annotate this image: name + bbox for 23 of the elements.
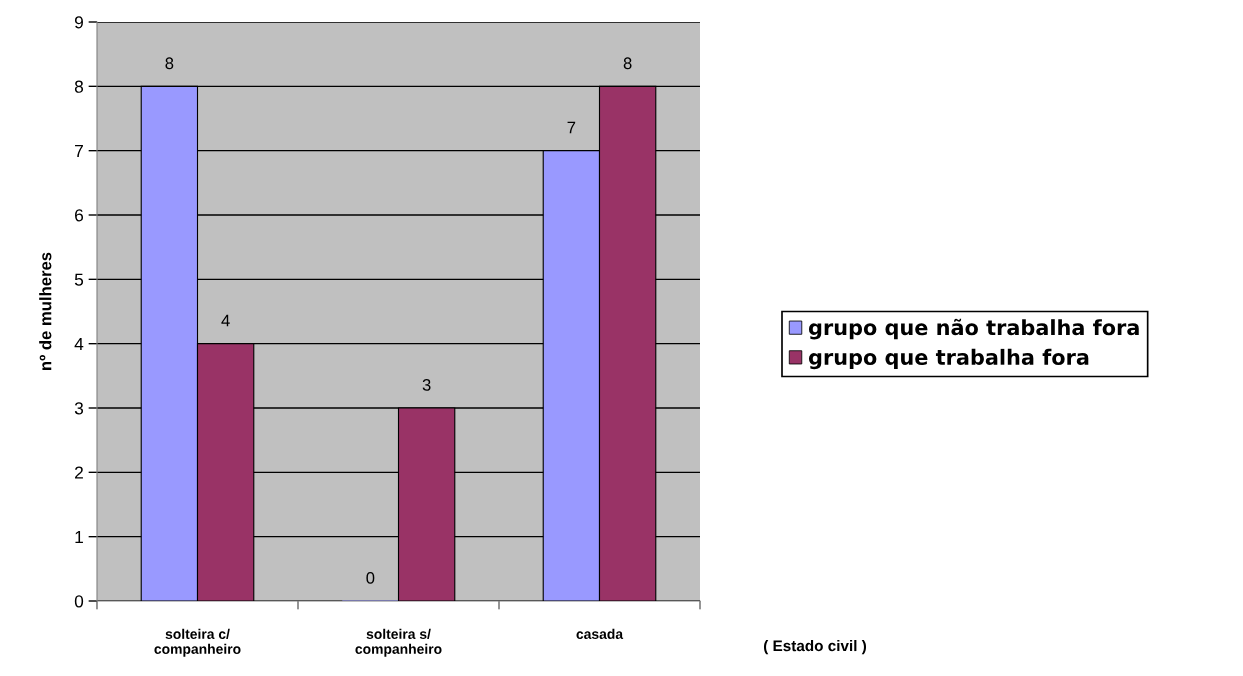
data-label: 4	[221, 314, 230, 327]
y-tick-label: 0	[74, 595, 84, 608]
x-axis-title: ( Estado civil )	[763, 640, 867, 655]
legend-label: grupo que não trabalha fora	[808, 318, 1139, 340]
y-tick-label: 3	[74, 402, 84, 415]
y-tick-label: 7	[75, 145, 83, 157]
x-tick-label: solteira c/ companheiro	[154, 628, 241, 657]
y-axis-title: nº de mulheres	[39, 252, 52, 370]
x-tick-label: solteira s/ companheiro	[355, 628, 442, 657]
y-tick-label: 6	[75, 209, 84, 222]
x-tick-label: casada	[576, 628, 624, 639]
y-tick-label: 2	[75, 466, 83, 479]
legend-label: grupo que trabalha fora	[808, 348, 1089, 370]
data-label: 8	[165, 57, 174, 70]
y-tick-label: 4	[74, 338, 84, 350]
data-label: 3	[422, 379, 431, 391]
data-label: 0	[366, 572, 375, 584]
data-label: 8	[623, 57, 632, 70]
y-tick-label: 1	[75, 531, 83, 543]
y-tick-label: 5	[74, 273, 84, 286]
data-label: 7	[567, 121, 576, 134]
y-tick-label: 8	[74, 80, 84, 93]
y-tick-label: 9	[74, 16, 83, 29]
